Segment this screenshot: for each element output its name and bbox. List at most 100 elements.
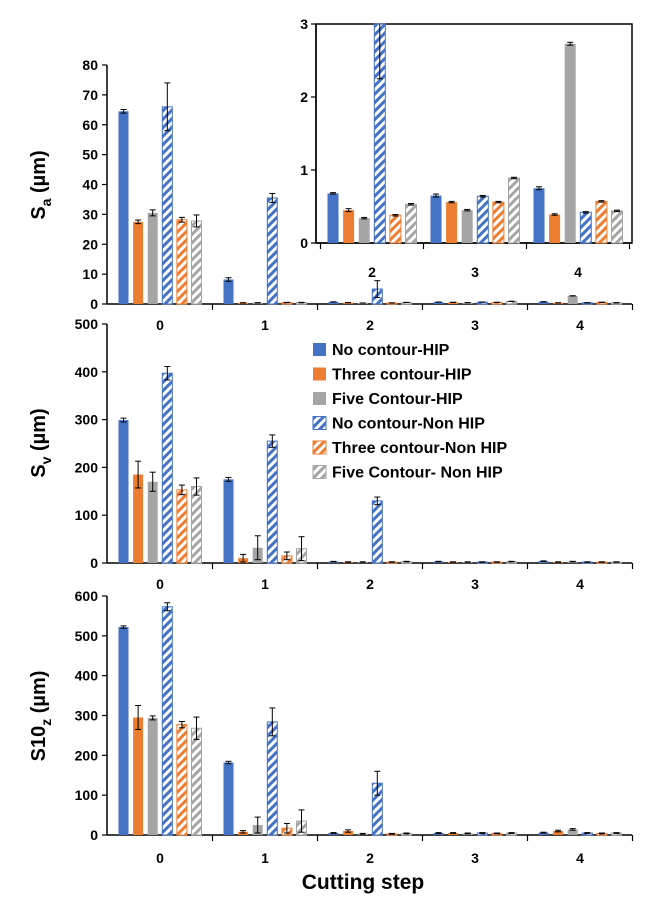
bar-sv-s3-c2: [372, 501, 382, 563]
y-tick-label: 0: [90, 827, 98, 843]
error-bar-s10z-s5-c3: [509, 833, 515, 834]
legend-item: No contour-HIP: [313, 342, 450, 359]
y-axis-title-sa: Sa (µm): [28, 150, 54, 219]
error-bar-s10z-s2-c3: [465, 833, 471, 834]
y-tick-label: 600: [75, 588, 99, 604]
x-category-label: 0: [156, 317, 164, 333]
x-category-label: 2: [366, 850, 374, 866]
bar-s10z-s4-c0: [177, 725, 187, 835]
y-tick-label: 500: [75, 316, 99, 332]
y-tick-label: 20: [82, 236, 98, 252]
y-axis-title-s10z: S10z (µm): [28, 671, 54, 762]
bar-sa_inset-s1-c0: [343, 210, 354, 243]
bar-sa-s0-c1: [224, 280, 234, 304]
bar-sa-s2-c4: [568, 296, 578, 304]
y-tick-label: 40: [82, 177, 98, 193]
error-bar-s10z-s4-c3: [494, 833, 500, 834]
bar-s10z-s0-c1: [224, 763, 234, 835]
bar-sa_inset-s0-c0: [328, 193, 339, 243]
y-tick-label: 300: [75, 412, 99, 428]
y-tick-label: 300: [75, 708, 99, 724]
bar-sa_inset-s4-c1: [493, 202, 504, 243]
legend-item: Three contour-Non HIP: [313, 440, 507, 457]
bar-sa-s5-c0: [192, 221, 202, 304]
error-bar-s10z-s4-c4: [599, 833, 605, 834]
x-category-label: 2: [366, 576, 374, 592]
y-tick-label: 100: [75, 787, 99, 803]
bar-sa_inset-s0-c1: [431, 196, 442, 243]
bar-sa_inset-s4-c2: [596, 201, 607, 243]
legend-label: Three contour-Non HIP: [332, 440, 507, 457]
bar-s10z-s3-c1: [267, 722, 277, 835]
y-axis-title-sv: Sv (µm): [28, 408, 54, 477]
legend-item: Three contour-HIP: [313, 367, 472, 384]
bar-sa_inset-s5-c0: [406, 204, 417, 243]
y-tick-label: 200: [75, 459, 99, 475]
bar-s10z-s1-c0: [133, 717, 143, 835]
y-tick-label: 50: [82, 147, 98, 163]
x-category-label: 1: [261, 576, 269, 592]
legend-swatch: [313, 368, 326, 381]
error-bar-s10z-s5-c4: [614, 833, 620, 834]
bar-sv-s4-c0: [177, 490, 187, 563]
error-bar-s10z-s5-c2: [404, 833, 410, 834]
y-tick-label: 3: [300, 16, 308, 32]
x-category-label: 4: [574, 264, 582, 280]
x-category-label: 1: [261, 317, 269, 333]
x-category-label: 3: [471, 850, 479, 866]
bar-s10z-s3-c0: [162, 607, 172, 835]
bar-sa-s3-c1: [267, 198, 277, 304]
bar-sa_inset-s0-c2: [534, 188, 545, 243]
bar-sa-s3-c0: [162, 107, 172, 304]
bar-sa_inset-s3-c2: [580, 212, 591, 243]
bar-sa_inset-s2-c1: [462, 210, 473, 243]
y-tick-label: 2: [300, 89, 308, 105]
legend-item: Five Contour- Non HIP: [313, 465, 503, 482]
legend-swatch: [313, 343, 326, 356]
legend-swatch: [313, 417, 326, 430]
x-category-label: 1: [261, 850, 269, 866]
error-bar-s10z-s1-c3: [450, 833, 456, 834]
legend-label: Three contour-HIP: [332, 367, 472, 384]
x-category-label: 0: [156, 850, 164, 866]
x-category-label: 4: [576, 850, 584, 866]
bar-sa_inset-s5-c2: [612, 211, 623, 243]
bar-s10z-s2-c0: [148, 718, 158, 835]
legend-label: Five Contour-HIP: [332, 391, 463, 408]
x-category-label: 3: [471, 576, 479, 592]
legend-swatch: [313, 392, 326, 405]
y-tick-label: 70: [82, 87, 98, 103]
error-bar-s10z-s0-c4: [541, 832, 547, 833]
y-tick-label: 60: [82, 117, 98, 133]
inset-frame: [316, 24, 632, 243]
y-tick-label: 200: [75, 747, 99, 763]
y-tick-label: 30: [82, 206, 98, 222]
bar-sa-s1-c0: [133, 222, 143, 304]
error-bar-s10z-s2-c2: [360, 833, 366, 834]
x-category-label: 4: [576, 576, 584, 592]
error-bar-s10z-s0-c1: [226, 761, 232, 763]
error-bar-s10z-s0-c2: [331, 833, 337, 834]
legend-item: No contour-Non HIP: [313, 416, 485, 433]
bar-sa_inset-s3-c1: [477, 196, 488, 243]
legend: No contour-HIP Three contour-HIP Five Cont…: [313, 342, 507, 482]
y-tick-label: 500: [75, 628, 99, 644]
error-bar-s10z-s3-c3: [479, 833, 485, 834]
bar-sa_inset-s1-c1: [446, 202, 457, 243]
bar-sv-s3-c1: [267, 441, 277, 563]
y-tick-label: 1: [300, 162, 308, 178]
y-tick-label: 10: [82, 266, 98, 282]
y-tick-label: 0: [90, 555, 98, 571]
legend-item: Five Contour-HIP: [313, 391, 463, 408]
y-tick-label: 0: [300, 235, 308, 251]
error-bar-s10z-s3-c4: [584, 833, 590, 834]
bar-s10z-s5-c0: [192, 728, 202, 835]
bar-sa-s4-c0: [177, 220, 187, 304]
bar-sa_inset-s2-c0: [359, 218, 370, 243]
bar-sa_inset-s5-c1: [509, 178, 520, 243]
y-tick-label: 0: [90, 296, 98, 312]
legend-label: No contour-Non HIP: [332, 416, 485, 433]
error-bar-s10z-s0-c3: [436, 833, 442, 834]
